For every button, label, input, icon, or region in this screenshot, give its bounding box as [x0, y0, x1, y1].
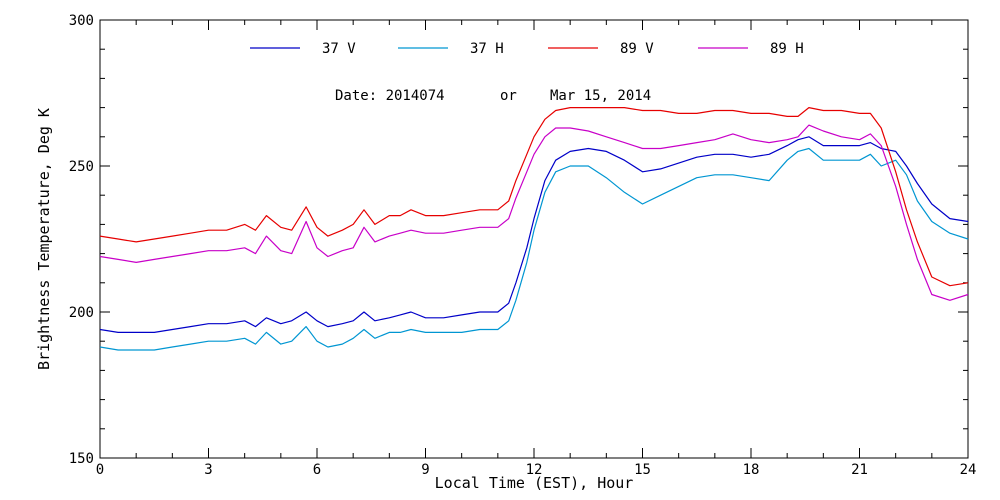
axis-ticks — [99, 19, 969, 459]
legend-label-37-h: 37 H — [470, 41, 504, 57]
y-axis-label: Brightness Temperature, Deg K — [35, 108, 53, 370]
x-tick-label: 24 — [960, 462, 977, 478]
legend-label-37-v: 37 V — [322, 41, 356, 57]
y-tick-label: 200 — [69, 305, 94, 321]
x-tick-label: 3 — [204, 462, 212, 478]
date-alt-annotation: Mar 15, 2014 — [550, 88, 651, 104]
plot-area-frame — [99, 19, 969, 459]
legend-label-89-h: 89 H — [770, 41, 804, 57]
y-tick-label: 300 — [69, 13, 94, 29]
x-tick-label: 15 — [634, 462, 651, 478]
x-tick-label: 0 — [96, 462, 104, 478]
series-line-37-v — [99, 136, 969, 333]
x-axis-label: Local Time (EST), Hour — [435, 474, 634, 492]
axis-tick-labels: 0 3 6 9 12 15 18 21 24 150 200 250 300 — [69, 13, 977, 478]
x-tick-label: 6 — [313, 462, 321, 478]
date-annotation: Date: 2014074 — [335, 88, 445, 104]
series-line-89-h — [99, 124, 969, 301]
y-tick-label: 150 — [69, 451, 94, 467]
date-or-annotation: or — [500, 88, 517, 104]
legend: 37 V 37 H 89 V 89 H — [250, 41, 804, 57]
data-series-lines — [99, 106, 969, 351]
x-tick-label: 9 — [421, 462, 429, 478]
series-line-89-v — [99, 106, 969, 287]
x-tick-label: 18 — [743, 462, 760, 478]
series-line-37-h — [99, 147, 969, 351]
x-tick-label: 12 — [526, 462, 543, 478]
y-tick-label: 250 — [69, 159, 94, 175]
legend-label-89-v: 89 V — [620, 41, 654, 57]
x-tick-label: 21 — [851, 462, 868, 478]
